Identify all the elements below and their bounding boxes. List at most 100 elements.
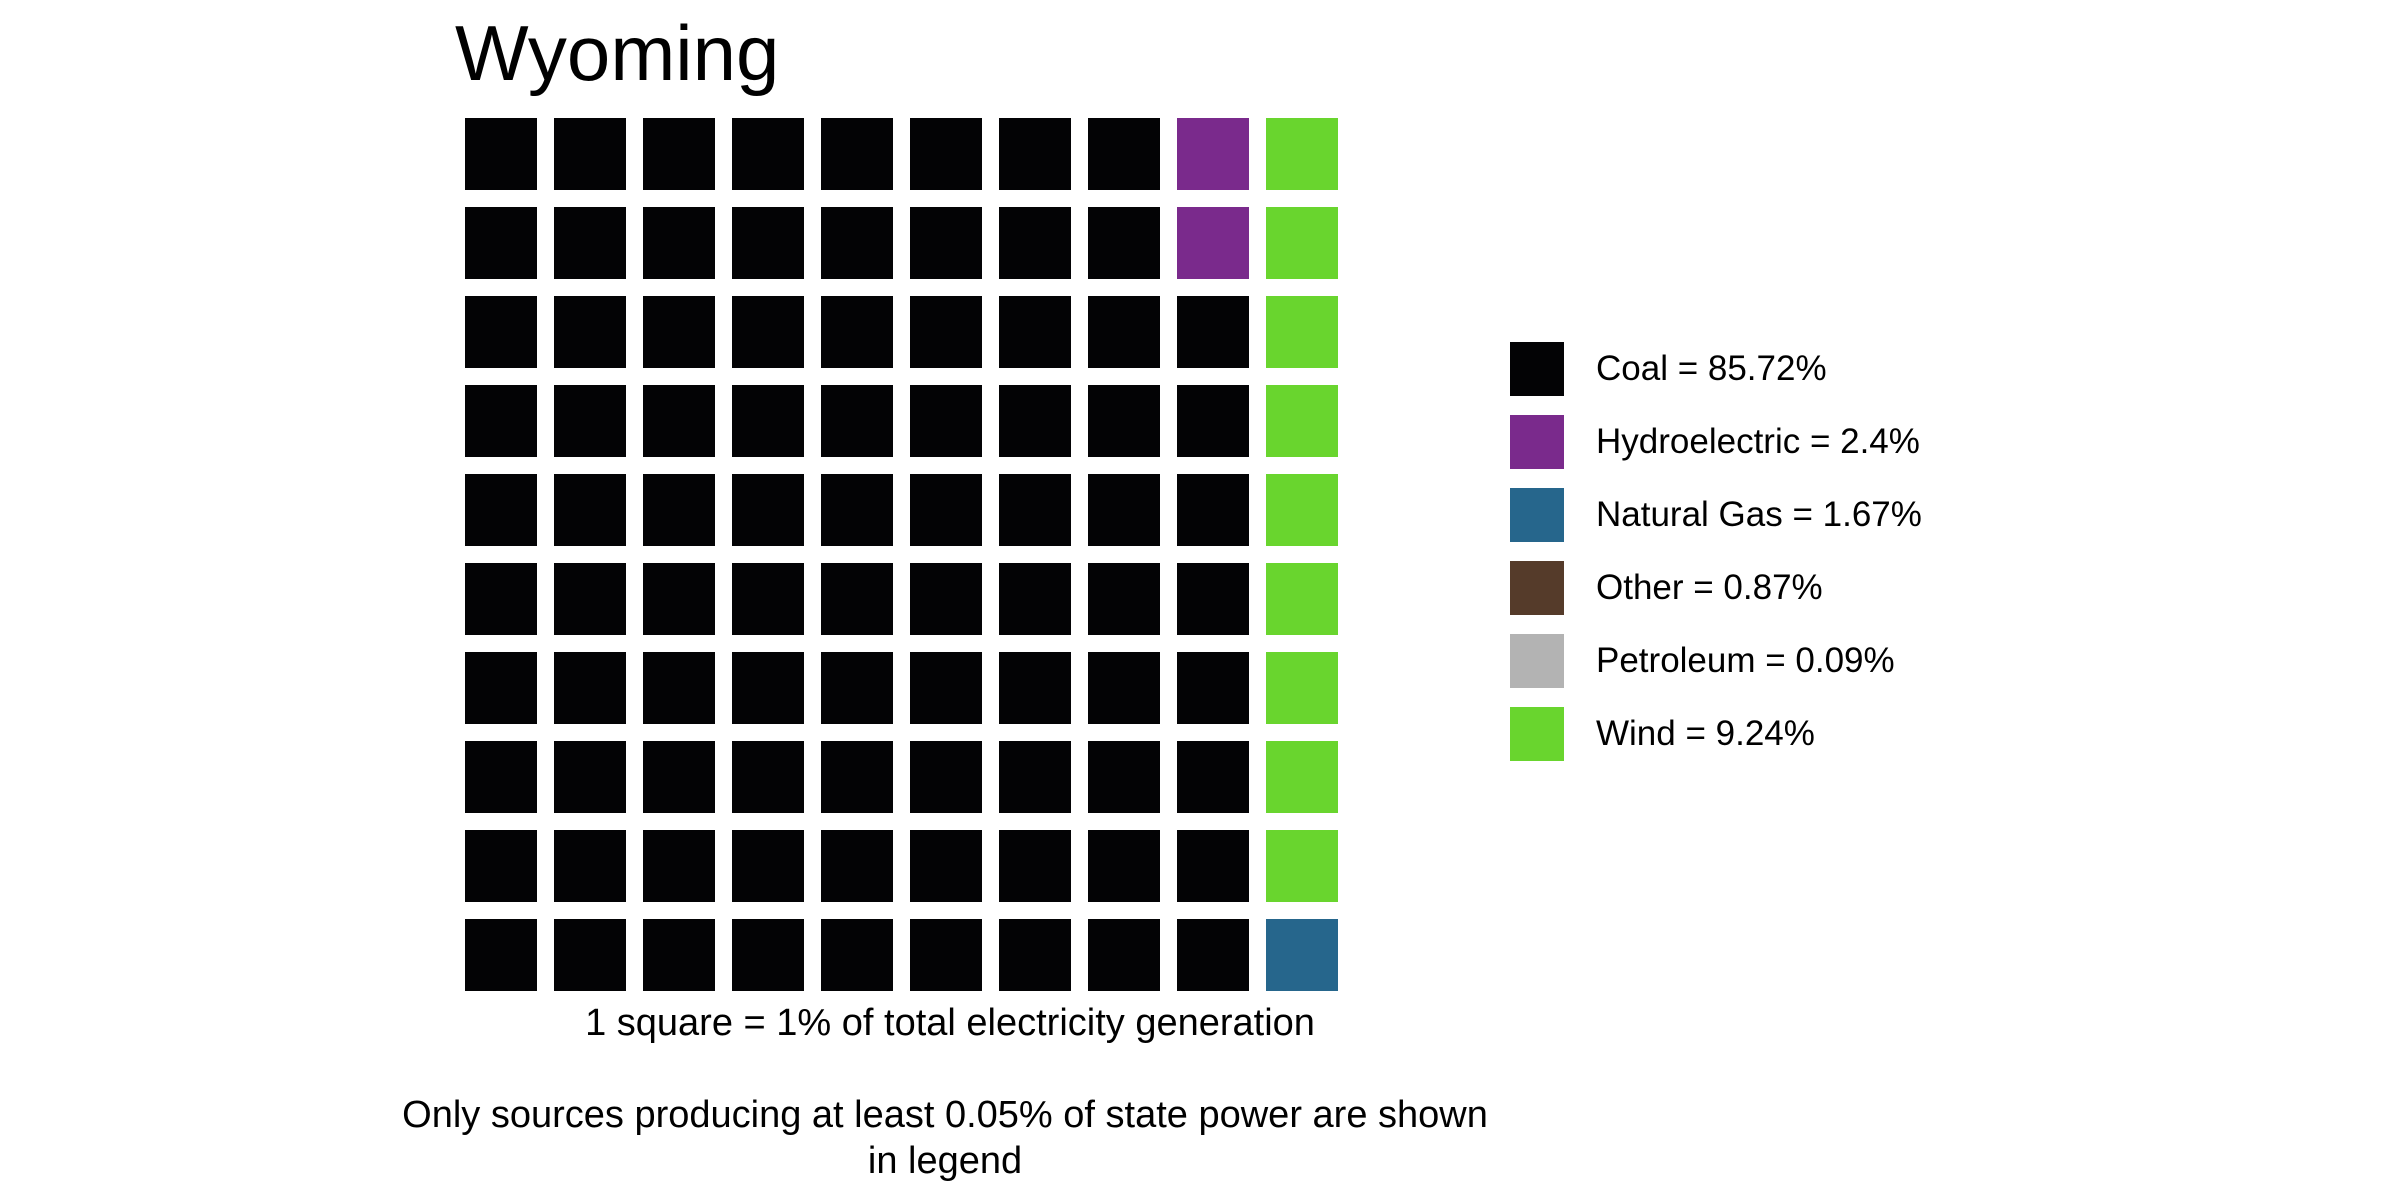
waffle-square-coal <box>732 474 804 546</box>
waffle-square-coal <box>465 563 537 635</box>
waffle-square-wind <box>1266 563 1338 635</box>
waffle-square-coal <box>1177 563 1249 635</box>
waffle-square-coal <box>465 741 537 813</box>
legend-item-wind: Wind = 9.24% <box>1510 707 1922 761</box>
waffle-square-coal <box>821 474 893 546</box>
waffle-square-coal <box>643 385 715 457</box>
waffle-square-coal <box>910 385 982 457</box>
waffle-square-coal <box>1177 830 1249 902</box>
waffle-square-wind <box>1266 830 1338 902</box>
waffle-square-coal <box>999 207 1071 279</box>
legend-swatch-coal <box>1510 342 1564 396</box>
waffle-square-coal <box>465 207 537 279</box>
waffle-square-coal <box>1088 207 1160 279</box>
waffle-square-coal <box>732 385 804 457</box>
legend-swatch-wind <box>1510 707 1564 761</box>
waffle-square-wind <box>1266 741 1338 813</box>
waffle-square-coal <box>821 385 893 457</box>
waffle-square-coal <box>643 652 715 724</box>
waffle-square-coal <box>465 652 537 724</box>
legend-item-natural-gas: Natural Gas = 1.67% <box>1510 488 1922 542</box>
waffle-square-coal <box>465 385 537 457</box>
waffle-square-coal <box>1088 296 1160 368</box>
waffle-square-coal <box>999 919 1071 991</box>
waffle-square-coal <box>554 385 626 457</box>
waffle-square-coal <box>999 563 1071 635</box>
waffle-square-coal <box>1177 474 1249 546</box>
waffle-square-coal <box>999 385 1071 457</box>
waffle-square-coal <box>643 919 715 991</box>
waffle-square-wind <box>1266 474 1338 546</box>
waffle-square-coal <box>910 919 982 991</box>
waffle-square-coal <box>999 474 1071 546</box>
waffle-square-coal <box>999 741 1071 813</box>
waffle-square-coal <box>1088 563 1160 635</box>
waffle-square-coal <box>732 741 804 813</box>
waffle-square-coal <box>732 563 804 635</box>
waffle-square-hydroelectric <box>1177 207 1249 279</box>
legend-swatch-petroleum <box>1510 634 1564 688</box>
waffle-square-coal <box>821 652 893 724</box>
waffle-square-coal <box>465 474 537 546</box>
waffle-square-coal <box>1177 296 1249 368</box>
waffle-square-coal <box>732 207 804 279</box>
waffle-square-coal <box>643 207 715 279</box>
legend-label-natural-gas: Natural Gas = 1.67% <box>1596 495 1922 534</box>
waffle-square-wind <box>1266 652 1338 724</box>
legend-label-wind: Wind = 9.24% <box>1596 714 1815 753</box>
waffle-square-wind <box>1266 385 1338 457</box>
waffle-square-coal <box>465 296 537 368</box>
waffle-square-coal <box>554 652 626 724</box>
waffle-square-coal <box>732 919 804 991</box>
legend-swatch-natural-gas <box>1510 488 1564 542</box>
waffle-square-coal <box>554 474 626 546</box>
waffle-square-coal <box>821 207 893 279</box>
waffle-square-coal <box>643 474 715 546</box>
legend-swatch-hydroelectric <box>1510 415 1564 469</box>
waffle-square-coal <box>1088 741 1160 813</box>
waffle-square-coal <box>910 741 982 813</box>
waffle-square-coal <box>554 207 626 279</box>
waffle-square-coal <box>1177 652 1249 724</box>
waffle-square-coal <box>910 118 982 190</box>
waffle-square-coal <box>643 296 715 368</box>
waffle-square-coal <box>732 830 804 902</box>
waffle-square-coal <box>910 296 982 368</box>
legend-label-other: Other = 0.87% <box>1596 568 1823 607</box>
waffle-square-wind <box>1266 207 1338 279</box>
waffle-square-coal <box>465 919 537 991</box>
waffle-square-wind <box>1266 296 1338 368</box>
waffle-square-coal <box>910 830 982 902</box>
waffle-square-coal <box>821 741 893 813</box>
waffle-square-coal <box>910 652 982 724</box>
waffle-square-coal <box>643 741 715 813</box>
waffle-square-coal <box>999 118 1071 190</box>
waffle-square-coal <box>732 118 804 190</box>
waffle-square-coal <box>643 830 715 902</box>
legend: Coal = 85.72% Hydroelectric = 2.4% Natural… <box>1510 342 1922 780</box>
waffle-square-coal <box>1088 118 1160 190</box>
waffle-square-coal <box>910 474 982 546</box>
waffle-square-coal <box>821 830 893 902</box>
legend-label-petroleum: Petroleum = 0.09% <box>1596 641 1895 680</box>
waffle-square-hydroelectric <box>1177 118 1249 190</box>
unit-caption: 1 square = 1% of total electricity gener… <box>585 1002 1315 1044</box>
waffle-square-coal <box>554 830 626 902</box>
waffle-square-coal <box>1088 652 1160 724</box>
waffle-square-coal <box>1177 741 1249 813</box>
waffle-square-coal <box>554 741 626 813</box>
waffle-square-coal <box>1088 919 1160 991</box>
waffle-square-coal <box>732 296 804 368</box>
waffle-square-coal <box>821 118 893 190</box>
legend-label-hydroelectric: Hydroelectric = 2.4% <box>1596 422 1920 461</box>
waffle-square-coal <box>1088 474 1160 546</box>
waffle-square-coal <box>910 207 982 279</box>
waffle-square-coal <box>821 919 893 991</box>
waffle-square-coal <box>643 118 715 190</box>
legend-swatch-other <box>1510 561 1564 615</box>
waffle-square-coal <box>821 296 893 368</box>
legend-note: Only sources producing at least 0.05% of… <box>402 1094 1488 1182</box>
legend-label-coal: Coal = 85.72% <box>1596 349 1827 388</box>
chart-title: Wyoming <box>455 9 780 97</box>
